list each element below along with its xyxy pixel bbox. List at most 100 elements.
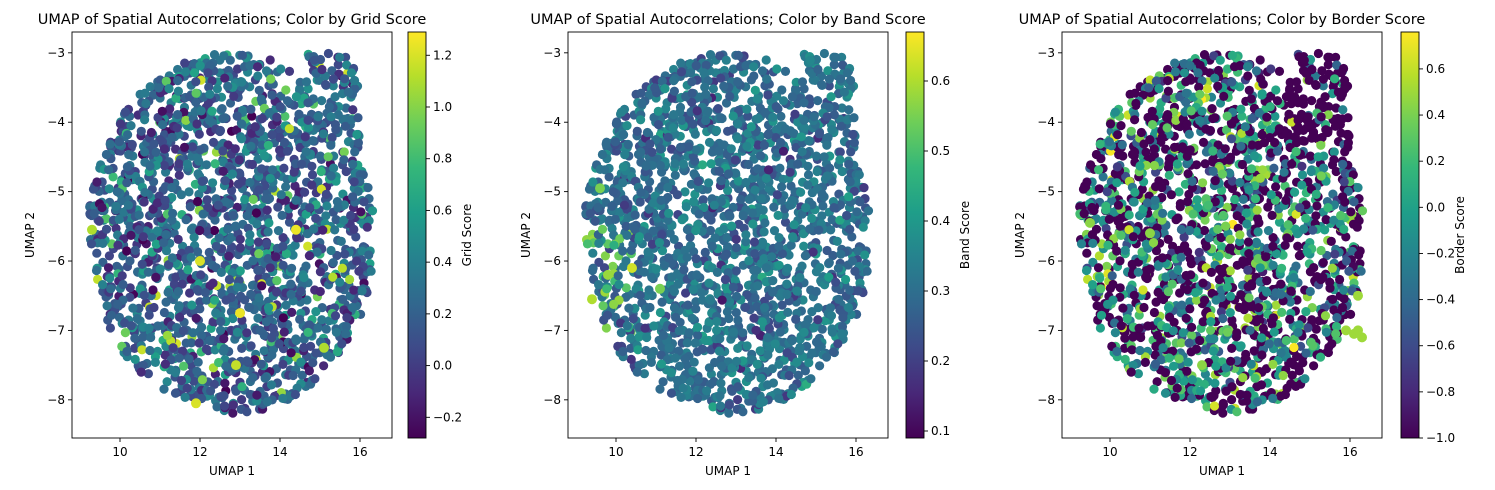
scatter-point: [183, 265, 193, 275]
scatter-point: [795, 342, 805, 353]
scatter-point: [303, 122, 314, 133]
scatter-point: [630, 210, 640, 220]
scatter-point: [753, 281, 763, 291]
scatter-point: [829, 203, 839, 213]
scatter-point: [1136, 332, 1146, 343]
scatter-point: [191, 88, 201, 98]
scatter-point: [657, 297, 667, 307]
scatter-point: [621, 256, 631, 266]
scatter-point: [232, 125, 242, 135]
scatter-point: [220, 176, 230, 186]
scatter-point: [810, 75, 820, 85]
scatter-point: [675, 361, 685, 371]
scatter-point: [173, 64, 183, 75]
scatter-point: [716, 113, 726, 123]
scatter-point: [847, 256, 858, 266]
scatter-point: [703, 106, 713, 116]
scatter-point: [626, 333, 636, 343]
scatter-point: [800, 251, 811, 261]
scatter-point: [749, 237, 760, 247]
scatter-point: [818, 201, 828, 211]
scatter-point: [714, 166, 724, 176]
scatter-point: [701, 116, 711, 126]
scatter-point: [201, 344, 211, 354]
scatter-point: [660, 84, 670, 94]
scatter-point: [1137, 232, 1147, 242]
scatter-point: [308, 136, 318, 146]
scatter-point: [223, 65, 234, 76]
scatter-point: [824, 74, 835, 84]
scatter-point: [689, 169, 699, 179]
scatter-point: [185, 288, 195, 298]
scatter-point: [261, 66, 272, 76]
scatter-point: [348, 159, 358, 169]
scatter-point: [774, 233, 784, 243]
scatter-point: [701, 89, 711, 99]
scatter-point: [797, 77, 808, 87]
scatter-point: [1176, 338, 1186, 348]
scatter-point: [787, 335, 797, 346]
scatter-point: [774, 241, 784, 251]
scatter-point: [740, 302, 751, 312]
scatter-point: [282, 96, 293, 106]
colorbar-tick-label: 0.2: [931, 354, 950, 368]
scatter-point: [741, 61, 751, 71]
scatter-point: [685, 68, 696, 78]
scatter-point: [829, 60, 839, 70]
scatter-point: [287, 263, 297, 273]
scatter-point: [92, 248, 102, 258]
scatter-point: [216, 317, 226, 327]
scatter-point: [179, 361, 189, 371]
scatter-point: [783, 263, 793, 273]
scatter-point: [708, 84, 719, 94]
scatter-point: [228, 313, 238, 324]
scatter-point: [666, 368, 677, 378]
scatter-point: [218, 146, 228, 156]
scatter-point: [305, 203, 315, 213]
scatter-point: [809, 323, 819, 333]
x-axis-label: UMAP 1: [705, 464, 751, 478]
scatter-point: [748, 390, 758, 400]
scatter-point: [757, 66, 768, 76]
scatter-point: [657, 230, 667, 240]
scatter-point: [672, 375, 683, 386]
scatter-point: [709, 200, 719, 210]
scatter-point: [1199, 50, 1210, 60]
scatter-point: [307, 161, 317, 171]
scatter-point: [205, 89, 215, 99]
scatter-point: [186, 338, 196, 348]
scatter-point: [844, 192, 854, 202]
scatter-point: [803, 180, 813, 190]
scatter-point: [217, 288, 227, 298]
scatter-point: [733, 50, 744, 61]
scatter-point: [678, 159, 689, 169]
scatter-point: [664, 208, 674, 218]
scatter-point: [826, 225, 836, 235]
scatter-point: [341, 321, 352, 332]
scatter-point: [681, 202, 691, 212]
scatter-point: [137, 345, 147, 355]
scatter-point: [105, 273, 115, 283]
scatter-point: [799, 115, 809, 125]
scatter-point: [278, 313, 288, 323]
scatter-point: [682, 224, 693, 235]
scatter-point: [167, 253, 177, 263]
scatter-point: [224, 274, 234, 285]
scatter-point: [253, 313, 263, 323]
scatter-point: [713, 104, 723, 114]
scatter-point: [106, 310, 117, 320]
scatter-point: [1163, 64, 1173, 75]
scatter-point: [822, 245, 832, 256]
scatter-point: [217, 104, 227, 114]
scatter-point: [769, 202, 779, 212]
scatter-point: [733, 315, 743, 325]
scatter-point: [208, 137, 219, 147]
scatter-point: [205, 60, 215, 70]
scatter-point: [826, 311, 837, 321]
scatter-point: [273, 226, 284, 236]
scatter-point: [1329, 147, 1339, 157]
scatter-point: [247, 159, 257, 170]
scatter-point: [800, 366, 811, 376]
scatter-point: [636, 88, 646, 98]
colorbar-tick-label: 0.2: [433, 307, 452, 321]
